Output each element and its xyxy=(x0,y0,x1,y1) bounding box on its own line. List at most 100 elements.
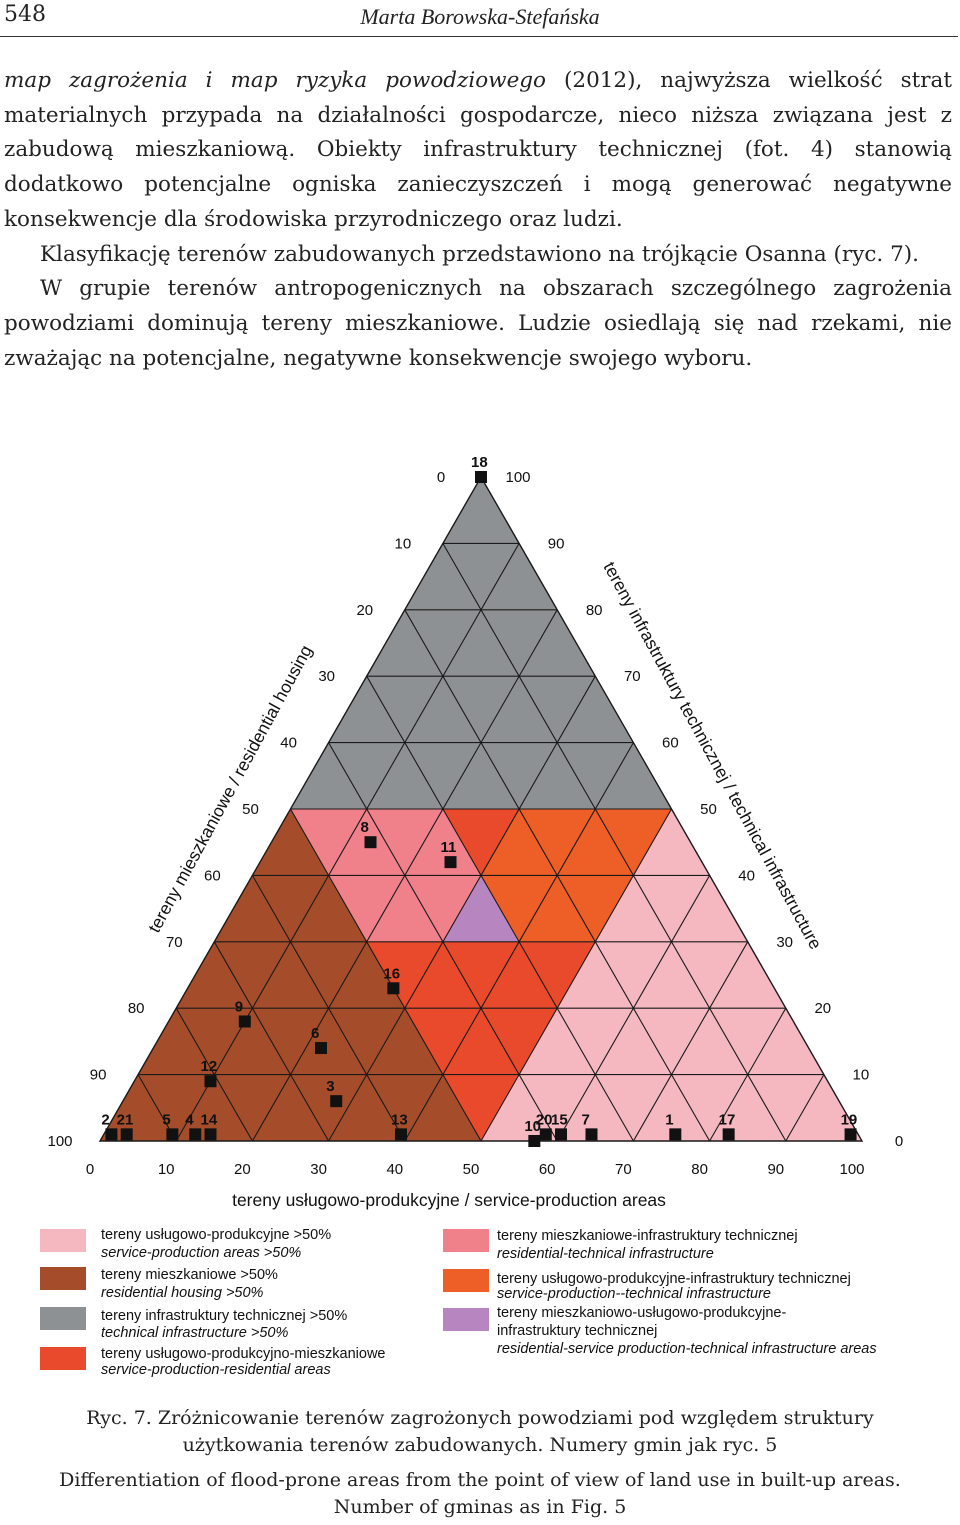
cell-up xyxy=(214,875,291,942)
legend-res-tech-pl: tereny mieszkaniowe-infrastruktury techn… xyxy=(497,1228,798,1244)
bottom-axis-title: tereny usługowo-produkcyjne / service-pr… xyxy=(232,1190,666,1210)
data-point-label: 19 xyxy=(841,1111,858,1128)
cell-up xyxy=(290,1008,367,1075)
data-point-marker xyxy=(475,471,487,483)
cell-up xyxy=(366,609,443,677)
cell-down xyxy=(595,941,672,1009)
legend-residential-pl: tereny mieszkaniowe >50% xyxy=(101,1267,278,1283)
cell-up xyxy=(214,1008,291,1075)
cell-up xyxy=(442,742,520,809)
cell-down xyxy=(404,742,481,809)
data-point-marker xyxy=(539,1128,552,1141)
cell-up xyxy=(481,941,558,1009)
cell-up xyxy=(633,809,710,876)
cell-up xyxy=(557,809,634,876)
cell-up xyxy=(404,676,481,743)
data-point-marker xyxy=(669,1128,682,1141)
cell-down xyxy=(557,1008,634,1075)
tick-label-right: 30 xyxy=(776,934,793,951)
tick-label-right: 80 xyxy=(586,602,603,619)
data-point-label: 21 xyxy=(117,1111,134,1128)
legend-serv-tech-en: service-production--technical infrastruc… xyxy=(497,1286,771,1302)
data-point-marker xyxy=(105,1128,118,1141)
data-point-label: 7 xyxy=(581,1111,589,1128)
data-point-label: 17 xyxy=(719,1111,736,1128)
tick-label-right: 0 xyxy=(895,1133,903,1150)
data-point-label: 12 xyxy=(200,1058,217,1075)
cell-up xyxy=(252,941,329,1009)
ternary-figure: 0 10 20 30 40 50 60 70 80 90 100100908070605040302… xyxy=(40,454,903,1378)
tick-label-left: 90 xyxy=(90,1067,107,1084)
data-point-label: 4 xyxy=(185,1111,194,1128)
cell-down xyxy=(328,742,405,809)
tick-label-left: 100 xyxy=(47,1133,72,1150)
tick-label-bottom: 100 xyxy=(839,1161,864,1178)
paragraph-2: Klasyfikację terenów zabudowanych przeds… xyxy=(40,241,919,267)
cell-up xyxy=(100,1074,177,1141)
cell-down xyxy=(481,742,558,809)
data-point-label: 20 xyxy=(536,1111,553,1128)
data-point-label: 13 xyxy=(391,1111,408,1128)
tick-label-bottom: 10 xyxy=(158,1161,175,1178)
data-point-marker xyxy=(314,1042,327,1055)
grid-line-residential xyxy=(328,742,558,1142)
legend-swatch-technical xyxy=(40,1307,86,1330)
cell-down xyxy=(709,1008,786,1075)
cell-up xyxy=(252,809,329,876)
cell-up xyxy=(481,1074,558,1141)
grid-line-residential xyxy=(366,675,634,1142)
data-point-label: 10 xyxy=(524,1118,541,1135)
cell-down xyxy=(404,609,481,677)
paragraph-1-text: (2012), najwyższa wielkość strat materia… xyxy=(4,68,953,232)
tick-label-right: 60 xyxy=(662,735,679,752)
cell-down xyxy=(519,676,596,743)
body-text: map zagrożenia i map ryzyka powodziowego… xyxy=(4,64,952,376)
legend-swatch-residential xyxy=(40,1267,86,1290)
cell-up xyxy=(557,1074,634,1141)
cell-down xyxy=(747,1074,824,1141)
cell-down xyxy=(481,609,558,677)
cell-down xyxy=(595,809,672,876)
data-point-marker xyxy=(444,856,457,869)
data-point-label: 11 xyxy=(441,839,457,856)
legend-service-en: service-production areas >50% xyxy=(101,1245,301,1261)
cell-up xyxy=(328,941,405,1009)
cell-down xyxy=(442,941,520,1009)
cell-down xyxy=(404,875,481,942)
triangle-outline xyxy=(98,475,864,1142)
cell-up xyxy=(595,742,672,809)
cell-down xyxy=(519,809,596,876)
legend-res-tech-en: residential-technical infrastructure xyxy=(497,1246,714,1262)
caption-en-line2: Number of gminas as in Fig. 5 xyxy=(333,1496,627,1518)
page-header: 548 Marta Borowska-Stefańska xyxy=(0,0,960,40)
cell-up xyxy=(595,875,672,942)
cell-down xyxy=(442,1074,520,1141)
cell-down xyxy=(404,1008,481,1075)
cell-up xyxy=(519,742,596,809)
data-point-marker xyxy=(330,1095,343,1108)
cell-down xyxy=(176,1008,253,1075)
grid-line-service xyxy=(328,675,596,1142)
header-rule xyxy=(0,36,958,37)
cell-up xyxy=(481,676,558,743)
tick-label-bottom: 90 xyxy=(767,1161,784,1178)
grid-line-service xyxy=(175,543,520,1142)
legend-mixed-pl-line1: tereny mieszkaniowo-usługowo-produkcyjne… xyxy=(497,1305,786,1321)
cell-up xyxy=(176,941,253,1009)
data-point-label: 6 xyxy=(311,1025,319,1042)
cell-down xyxy=(290,809,367,876)
data-point-marker xyxy=(844,1128,857,1141)
axis-ticks: 0 10 20 30 40 50 60 70 80 90 100100908070605040302… xyxy=(47,469,903,1178)
cell-down xyxy=(481,1008,558,1075)
legend-technical-pl: tereny infrastruktury technicznej >50% xyxy=(101,1308,347,1324)
tick-label-right: 20 xyxy=(814,1000,831,1017)
cell-down xyxy=(290,941,367,1009)
cell-up xyxy=(328,676,405,743)
cell-up xyxy=(519,1008,596,1075)
cell-down xyxy=(519,1074,596,1141)
cell-down xyxy=(442,676,520,743)
legend-swatch-res-tech xyxy=(443,1229,489,1252)
data-point-marker xyxy=(555,1128,568,1141)
tick-label-left: 80 xyxy=(128,1000,145,1017)
